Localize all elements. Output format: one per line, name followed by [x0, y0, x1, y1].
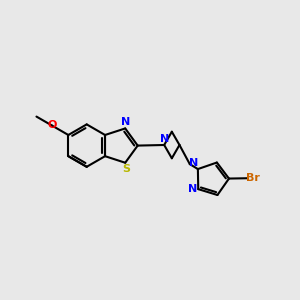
Text: Br: Br [246, 173, 260, 183]
Text: S: S [123, 164, 131, 174]
Text: N: N [188, 184, 197, 194]
Text: N: N [121, 117, 130, 127]
Text: N: N [160, 134, 169, 143]
Text: O: O [47, 120, 56, 130]
Text: N: N [189, 158, 198, 168]
